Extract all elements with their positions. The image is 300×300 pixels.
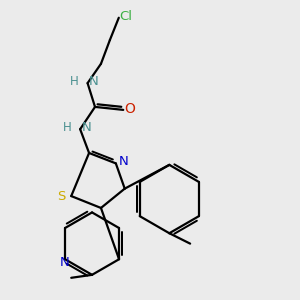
Text: S: S — [58, 190, 66, 202]
Text: Cl: Cl — [120, 10, 133, 23]
Text: N: N — [118, 155, 128, 168]
Text: N: N — [82, 121, 92, 134]
Text: O: O — [124, 102, 135, 116]
Text: H: H — [70, 75, 79, 88]
Text: N: N — [60, 256, 70, 269]
Text: N: N — [89, 75, 99, 88]
Text: H: H — [62, 121, 71, 134]
